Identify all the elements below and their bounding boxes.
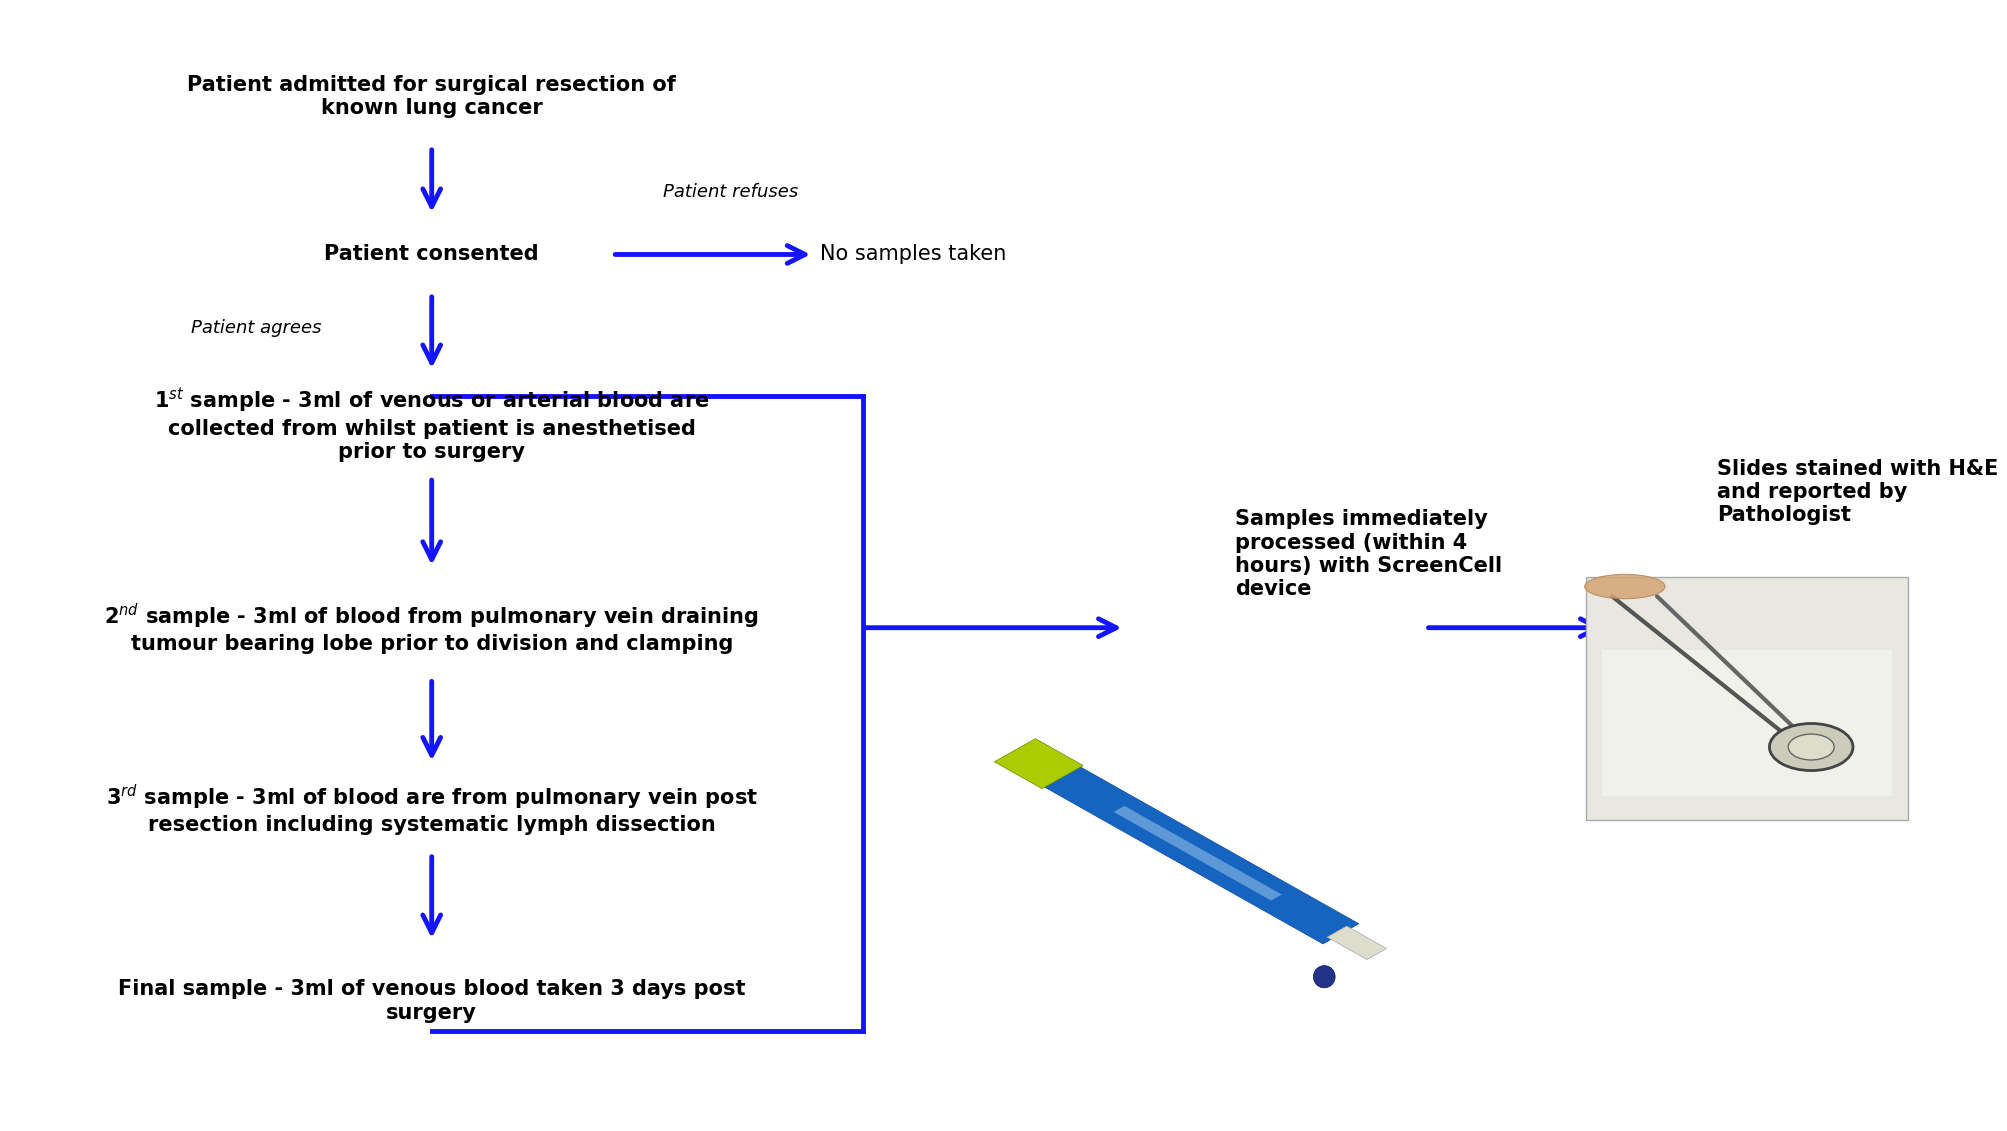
Polygon shape (1114, 806, 1280, 900)
Polygon shape (1036, 762, 1359, 944)
Ellipse shape (1584, 575, 1664, 598)
Polygon shape (993, 739, 1082, 788)
Text: 1$^{st}$ sample - 3ml of venous or arterial blood are
collected from whilst pati: 1$^{st}$ sample - 3ml of venous or arter… (155, 387, 708, 461)
Text: Patient refuses: Patient refuses (662, 183, 797, 201)
Text: Patient agrees: Patient agrees (191, 319, 321, 337)
Text: Samples immediately
processed (within 4
hours) with ScreenCell
device: Samples immediately processed (within 4 … (1234, 509, 1501, 599)
Text: 3$^{rd}$ sample - 3ml of blood are from pulmonary vein post
resection including : 3$^{rd}$ sample - 3ml of blood are from … (106, 783, 757, 835)
Bar (1602, 649, 1891, 796)
Text: Patient consented: Patient consented (325, 244, 538, 265)
Ellipse shape (1313, 966, 1335, 987)
Text: 2$^{nd}$ sample - 3ml of blood from pulmonary vein draining
tumour bearing lobe : 2$^{nd}$ sample - 3ml of blood from pulm… (104, 602, 759, 654)
Circle shape (1768, 724, 1852, 770)
Polygon shape (1327, 926, 1385, 959)
Circle shape (1788, 734, 1832, 760)
Text: No samples taken: No samples taken (821, 244, 1006, 265)
Text: Slides stained with H&E
and reported by
Pathologist: Slides stained with H&E and reported by … (1716, 459, 1997, 525)
Bar (1586, 577, 1907, 820)
Text: Patient admitted for surgical resection of
known lung cancer: Patient admitted for surgical resection … (187, 75, 676, 118)
Text: Final sample - 3ml of venous blood taken 3 days post
surgery: Final sample - 3ml of venous blood taken… (118, 979, 745, 1022)
